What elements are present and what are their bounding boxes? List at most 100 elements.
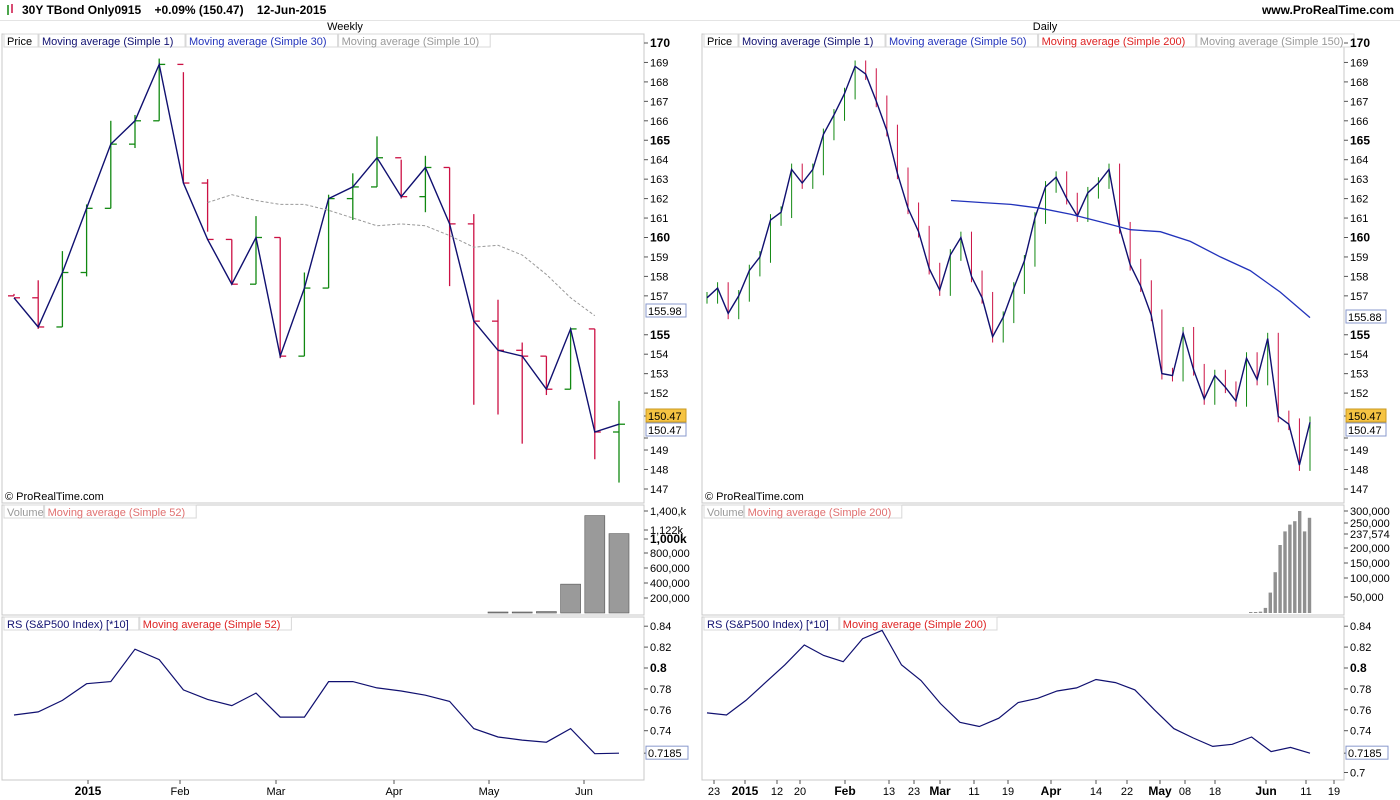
price-tick-label: 149 — [650, 445, 668, 457]
daily-volume-frame — [701, 504, 1345, 616]
volume-tick-label: 200,000 — [1350, 543, 1390, 555]
price-tick-label: 160 — [1350, 231, 1370, 245]
legend-box — [703, 616, 840, 631]
quote-date: 12-Jun-2015 — [256, 3, 327, 17]
volume-tick-label: 200,000 — [650, 593, 690, 605]
price-tick-label: 153 — [650, 369, 668, 381]
price-tick-label: 164 — [650, 155, 668, 167]
price-legend-item: Price — [707, 36, 732, 48]
site-link[interactable]: www.ProRealTime.com — [1261, 3, 1394, 17]
price-legend-item: Price — [7, 36, 32, 48]
x-axis-label: Apr — [385, 786, 402, 798]
price-tick-label: 166 — [1350, 116, 1368, 128]
price-tick-label: 165 — [650, 133, 670, 147]
price-tick-label: 169 — [650, 57, 668, 69]
price-tick-label: 163 — [1350, 174, 1368, 186]
bar-chart-icon — [7, 4, 13, 15]
rs-tick-label: 0.74 — [1350, 726, 1371, 738]
x-axis-label: 08 — [1179, 786, 1191, 798]
price-legend-item: Moving average (Simple 50) — [889, 36, 1027, 48]
legend-box — [185, 33, 339, 48]
price-tick-label: 157 — [650, 291, 668, 303]
volume-tick-label: 600,000 — [650, 563, 690, 575]
legend-box — [3, 504, 45, 519]
x-axis-label: May — [479, 786, 500, 798]
price-tick-label: 153 — [1350, 369, 1368, 381]
daily-ma1-line — [706, 65, 1311, 466]
weekly-volume-bar — [487, 611, 509, 614]
daily-ma50-line — [950, 199, 1311, 319]
daily-volume-bar — [1288, 524, 1292, 613]
weekly-volume-bar — [584, 515, 606, 614]
price-tick-label: 152 — [650, 388, 668, 400]
legend-box — [1196, 33, 1355, 48]
copyright-label: © ProRealTime.com — [5, 491, 104, 503]
x-axis-label: 19 — [1328, 786, 1340, 798]
price-tick-label: 162 — [1350, 194, 1368, 206]
volume-legend-item: Volume — [7, 507, 44, 519]
price-tick-label: 158 — [1350, 271, 1368, 283]
rs-tick-label: 0.74 — [650, 726, 671, 738]
ma1-last-box — [1345, 422, 1387, 437]
x-axis-label: Apr — [1041, 784, 1062, 798]
legend-box — [338, 33, 491, 48]
daily-volume-bar — [1278, 545, 1282, 613]
x-axis-label: Jun — [575, 786, 593, 798]
volume-tick-label: 100,000 — [1350, 573, 1390, 585]
weekly-volume-bar — [608, 533, 630, 614]
volume-legend-item: Moving average (Simple 52) — [48, 507, 186, 519]
price-tick-label: 159 — [650, 252, 668, 264]
price-tick-label: 164 — [1350, 155, 1368, 167]
price-tick-label: 154 — [650, 349, 668, 361]
volume-tick-label: 237,574 — [1350, 529, 1390, 541]
volume-tick-label: 1,400,k — [650, 506, 687, 518]
price-tick-label: 163 — [650, 174, 668, 186]
rs-tick-label: 0.82 — [1350, 642, 1371, 654]
price-tick-label: 157 — [1350, 291, 1368, 303]
x-axis-label: Feb — [834, 784, 855, 798]
price-tick-label: 155 — [1350, 328, 1370, 342]
daily-volume-bar — [1263, 607, 1268, 613]
price-legend-item: Moving average (Simple 30) — [189, 36, 327, 48]
volume-tick-label: 400,000 — [650, 578, 690, 590]
x-axis-label: 23 — [708, 786, 720, 798]
ma-last-box — [645, 303, 687, 318]
last-price-label: 150.47 — [1348, 411, 1382, 423]
rs-legend-item: RS (S&P500 Index) [*10] — [707, 619, 829, 631]
price-legend-item: Moving average (Simple 10) — [342, 36, 480, 48]
daily-volume-bar — [1268, 592, 1272, 613]
rs-legend-item: Moving average (Simple 200) — [843, 619, 987, 631]
x-axis-label: 19 — [1002, 786, 1014, 798]
price-tick-label: 160 — [650, 231, 670, 245]
price-legend-item: Moving average (Simple 150) — [1200, 36, 1344, 48]
daily-volume-bar — [1302, 531, 1307, 613]
rs-tick-label: 0.7 — [1350, 768, 1365, 780]
volume-legend-item: Moving average (Simple 200) — [748, 507, 892, 519]
x-axis-label: 2015 — [732, 784, 759, 798]
daily-volume-bar — [1293, 521, 1297, 613]
price-change: +0.09% (150.47) — [154, 3, 244, 17]
daily-volume-bar — [1298, 511, 1302, 613]
x-axis-label: Jun — [1255, 784, 1276, 798]
price-tick-label: 148 — [1350, 465, 1368, 477]
rs-tick-label: 0.78 — [1350, 684, 1371, 696]
rs-tick-label: 0.76 — [650, 705, 671, 717]
weekly-volume-bar — [511, 611, 533, 614]
price-tick-label: 165 — [1350, 133, 1370, 147]
x-axis-label: 18 — [1209, 786, 1221, 798]
price-legend-item: Moving average (Simple 1) — [42, 36, 173, 48]
rs-tick-label: 0.8 — [1350, 661, 1367, 675]
price-tick-label: 169 — [1350, 57, 1368, 69]
weekly-ma30-line — [207, 194, 596, 317]
daily-period-header: Daily — [1033, 21, 1058, 33]
rs-tick-label: 0.78 — [650, 684, 671, 696]
price-legend-item: Moving average (Simple 1) — [742, 36, 873, 48]
ma-last-label: 155.98 — [648, 306, 682, 318]
weekly-rs-line — [13, 648, 620, 755]
legend-box — [703, 504, 745, 519]
rs-tick-label: 0.76 — [1350, 705, 1371, 717]
daily-price-frame — [701, 33, 1345, 504]
volume-tick-label: 150,000 — [1350, 558, 1390, 570]
rs-legend-item: RS (S&P500 Index) [*10] — [7, 619, 129, 631]
weekly-rs-frame — [1, 616, 645, 781]
